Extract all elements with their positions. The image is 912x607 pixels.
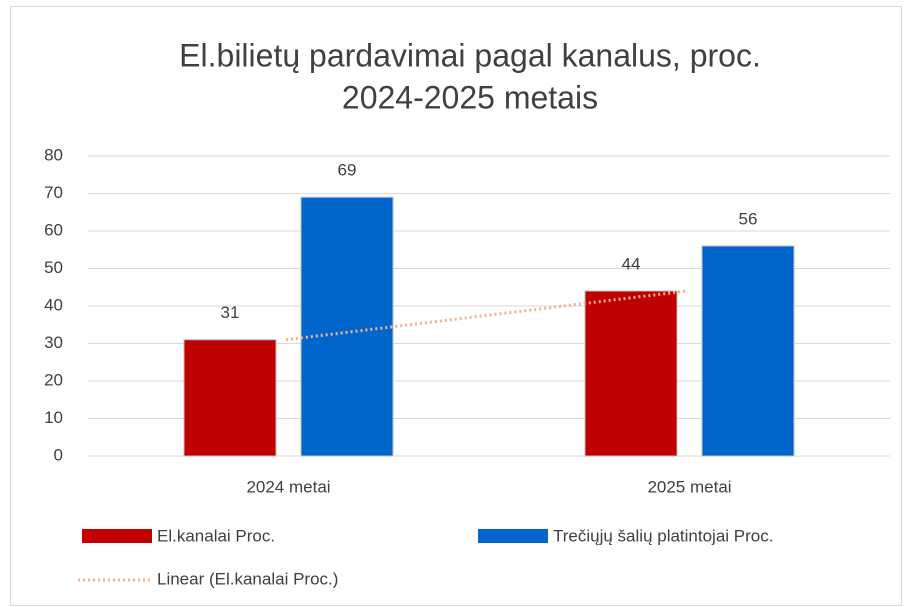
value-label: 44 [622, 254, 641, 273]
y-tick-label: 10 [44, 408, 63, 427]
value-label: 31 [221, 303, 240, 322]
legend-label: El.kanalai Proc. [157, 526, 275, 545]
x-tick-label: 2025 metai [647, 477, 731, 496]
trendline [285, 289, 688, 342]
y-tick-label: 70 [44, 183, 63, 202]
bar [183, 339, 277, 457]
bar [584, 290, 678, 457]
y-tick-label: 20 [44, 370, 63, 389]
y-tick-label: 80 [44, 145, 63, 164]
y-tick-label: 60 [44, 220, 63, 239]
bar [701, 245, 795, 457]
y-tick-label: 50 [44, 258, 63, 277]
chart-title: El.bilietų pardavimai pagal kanalus, pro… [179, 37, 761, 73]
value-label: 69 [338, 161, 357, 180]
x-tick-label: 2024 metai [246, 477, 330, 496]
value-label: 56 [739, 209, 758, 228]
chart-title: 2024-2025 metais [342, 79, 598, 115]
y-tick-label: 30 [44, 333, 63, 352]
legend-swatch [82, 529, 152, 543]
bar [300, 196, 394, 457]
legend-swatch [478, 529, 548, 543]
legend-label: Trečiųjų šalių platintojai Proc. [553, 526, 773, 545]
y-tick-label: 0 [54, 445, 63, 464]
y-tick-label: 40 [44, 295, 63, 314]
legend-label: Linear (El.kanalai Proc.) [157, 569, 338, 588]
